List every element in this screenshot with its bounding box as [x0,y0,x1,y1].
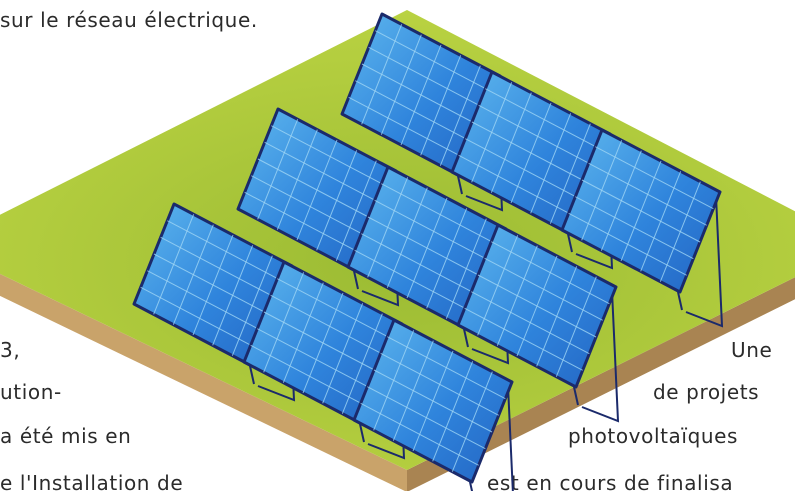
panel-cell-line [367,386,486,450]
panel-cell-line [477,274,597,338]
panel-cell-line [471,291,590,355]
panel-stand [457,175,463,195]
panel-cell-line [355,80,474,144]
panel-cell-line [465,138,584,202]
solar-panel [352,318,514,491]
panel-cell-line [263,311,383,375]
panel-cell-line [373,369,493,433]
panel-cell-line [568,212,687,276]
panel-cell-line [160,236,279,300]
panel-cell-line [464,307,583,371]
panel-cell-line [140,286,259,350]
panel-cell-line [471,121,591,185]
panel-cell-line [354,249,473,313]
panel-cell-line [277,278,396,342]
panel-stand [353,270,359,290]
panel-stand [249,365,255,385]
paragraph-fragment-left-2: ution- [0,380,62,404]
panel-cell-line [271,125,390,189]
panel-stand [359,423,365,443]
panel-cell-line [361,63,481,127]
panel-stand [507,385,514,491]
solar-panel [456,223,620,423]
paragraph-fragment-left-3: a été mis en [0,424,132,448]
panel-cell-line [575,196,694,260]
solar-panel [346,165,510,365]
panel-cell-line [387,336,506,400]
panel-cell-line [484,257,603,321]
panel-cell-line [264,141,383,205]
panel-cell-line [244,191,363,255]
paragraph-fragment-right-2: de projets [653,380,760,404]
solar-panel [242,260,406,460]
panel-cell-line [270,294,389,358]
panel-stand [573,386,579,406]
paragraph-fragment-top: sur le réseau électrique. [0,8,258,32]
panel-cell-line [257,158,377,222]
panel-cell-line [375,30,494,94]
panel-cell-line [361,233,480,297]
paragraph-fragment-left-1: 3, [0,338,21,362]
panel-cell-line [251,175,370,239]
solar-panel [560,128,724,328]
solar-panel-array [132,12,724,491]
panel-cell-line [485,88,604,152]
ground-base [0,10,795,491]
panel-cell-line [348,96,467,160]
panel-cell-line [478,104,597,168]
panel-cell-line [250,344,369,408]
panel-cell-line [368,46,487,110]
panel-cell-line [147,270,266,334]
panel-cell-line [581,179,701,243]
panel-cell-line [380,352,499,416]
panel-cell-line [367,216,487,280]
panel-cell-line [153,253,273,317]
panel-stand [581,290,620,423]
panel-cell-line [167,220,286,284]
panel-cell-line [381,183,500,247]
panel-stand [567,233,573,253]
panel-cell-line [491,241,610,305]
panel-cell-line [458,154,577,218]
panel-cell-line [595,146,714,210]
panel-cell-line [257,328,376,392]
paragraph-fragment-right-3: photovoltaïques [568,424,739,448]
paragraph-fragment-right-1: Une [731,338,773,362]
panel-stand [469,481,474,491]
panel-stand [677,291,683,311]
panel-cell-line [374,199,493,263]
panel-cell-line [360,402,479,466]
panel-stand [685,195,724,328]
panel-cell-line [588,162,707,226]
panel-stand [463,328,469,348]
